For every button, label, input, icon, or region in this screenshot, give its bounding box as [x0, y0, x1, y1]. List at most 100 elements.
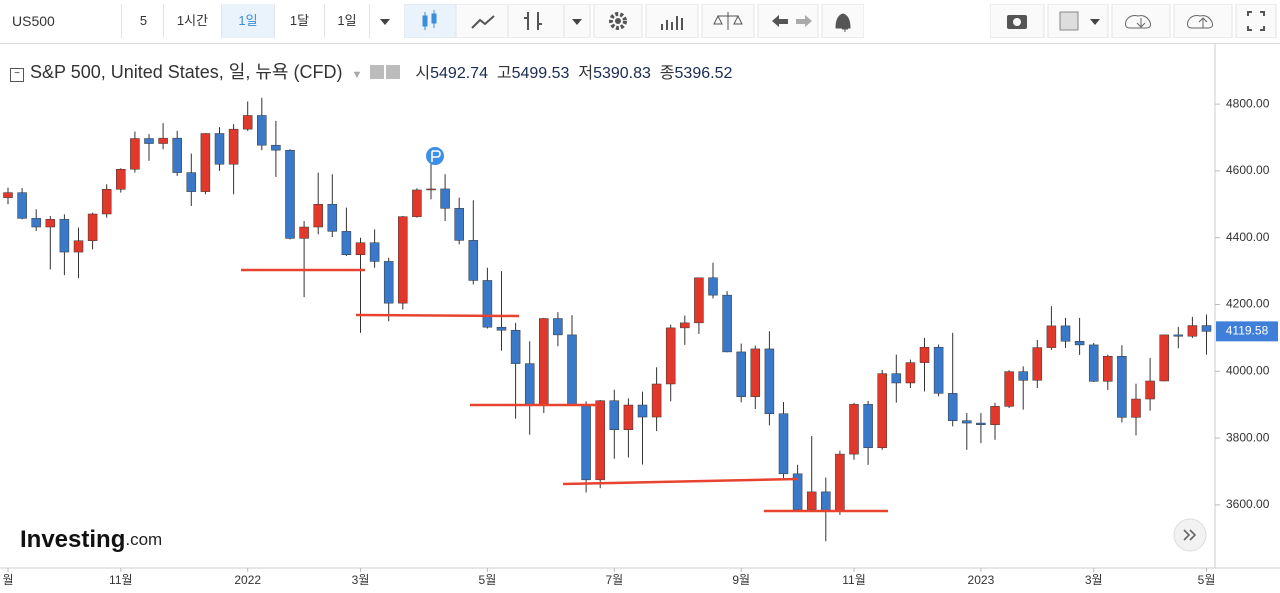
candle-body — [933, 346, 944, 394]
candle-body — [101, 189, 112, 215]
candle-body — [369, 242, 380, 262]
candle-body — [990, 406, 1000, 425]
interval-button[interactable]: 5 — [124, 4, 164, 38]
ohlc-label: 시 — [415, 65, 431, 82]
settings-icon[interactable] — [386, 65, 401, 79]
last-price-label: 4119.58 — [1226, 324, 1269, 338]
candle-body — [172, 137, 182, 173]
ohlc-value: 5499.53 — [511, 65, 570, 82]
candle-body — [623, 404, 634, 430]
candle-body — [877, 373, 887, 449]
y-tick-label: 4800.00 — [1226, 96, 1270, 110]
x-tick-label: 5월 — [479, 573, 497, 587]
watermark-suffix: .com — [125, 530, 162, 549]
candle-body — [426, 188, 436, 191]
x-tick-label: 9월 — [732, 573, 750, 587]
chart-header: − S&P 500, United States, 일, 뉴욕 (CFD) ▼ 시… — [10, 58, 732, 84]
candle-body — [355, 242, 366, 255]
candle-body — [341, 231, 352, 255]
collapse-toggle[interactable]: − — [10, 68, 24, 82]
candle-body — [821, 491, 831, 511]
candle-body — [299, 226, 309, 239]
interval-button[interactable]: 1시간 — [164, 4, 222, 38]
x-tick-label: 3월 — [352, 573, 370, 587]
candle-body — [510, 329, 521, 364]
ohlc-value: 5492.74 — [430, 65, 488, 82]
candle-body — [849, 404, 859, 455]
candle-body — [539, 318, 549, 405]
candle-body — [1088, 344, 1099, 382]
candle-body — [778, 413, 789, 475]
candle-body — [158, 137, 168, 144]
y-tick-label: 3800.00 — [1226, 430, 1270, 444]
x-tick-label: 7월 — [605, 573, 623, 587]
watermark: Investing.com — [20, 526, 162, 553]
candle-body — [440, 188, 450, 209]
candle-body — [524, 363, 535, 405]
tool-icons[interactable] — [404, 4, 864, 38]
support-line — [355, 313, 520, 318]
candle-body — [835, 453, 845, 511]
candle-body — [1159, 334, 1169, 382]
candle-body — [567, 334, 577, 405]
chart-title: S&P 500, United States, 일, 뉴욕 (CFD) — [30, 62, 343, 82]
symbol-input[interactable]: US500 — [0, 4, 122, 38]
candle-body — [3, 192, 13, 198]
candle-body — [1187, 325, 1198, 337]
ohlc-label: 저 — [578, 65, 594, 82]
x-tick-label: 2022 — [234, 573, 261, 587]
interval-button[interactable]: 1달 — [275, 4, 325, 38]
candle-body — [694, 277, 704, 324]
interval-button[interactable]: 1일 — [325, 4, 370, 38]
x-tick-label: 2023 — [968, 573, 995, 587]
right-tool-icons[interactable] — [990, 4, 1278, 38]
candle-body — [59, 219, 70, 253]
y-tick-label: 4200.00 — [1226, 297, 1270, 311]
ohlc-label: 고 — [496, 65, 512, 82]
candle-body — [1018, 371, 1028, 381]
interval-button[interactable]: 1일 — [222, 4, 275, 38]
y-tick-label: 3600.00 — [1226, 497, 1270, 511]
x-tick-label: 5월 — [1198, 573, 1216, 587]
candle-body — [383, 261, 394, 304]
candle-body — [257, 115, 267, 146]
eye-icon[interactable] — [370, 65, 385, 79]
candle-body — [398, 216, 408, 304]
x-tick-label: 11월 — [842, 573, 866, 587]
x-tick-label: 3월 — [1085, 573, 1103, 587]
candle-body — [1103, 356, 1113, 382]
dropdown[interactable] — [372, 4, 398, 38]
candle-body — [651, 383, 662, 418]
position-marker[interactable] — [426, 147, 444, 165]
candle-body — [637, 404, 648, 418]
chart: Investing.com 3600.00 3800.00 4000.00 4200.… — [0, 44, 1280, 587]
candle-body — [962, 420, 972, 424]
candle-body — [496, 326, 507, 331]
candle-body — [1060, 325, 1071, 342]
candle-body — [792, 473, 803, 510]
candle-body — [595, 400, 605, 481]
candle-body — [186, 172, 197, 192]
support-line — [562, 477, 799, 486]
x-tick-label: 11월 — [109, 573, 133, 587]
title-dropdown[interactable]: ▼ — [351, 69, 363, 81]
ohlc-label: 종 — [659, 65, 675, 82]
ohlc-value: 5396.52 — [674, 65, 733, 82]
scroll-button[interactable] — [1173, 518, 1207, 552]
candle-body — [750, 348, 761, 397]
candle-body — [1201, 325, 1212, 332]
candle-body — [609, 400, 620, 430]
candle-body — [665, 327, 676, 385]
watermark-brand: Investing — [20, 526, 125, 553]
candle-body — [17, 192, 27, 219]
candle-body — [976, 422, 986, 425]
candle-body — [905, 362, 916, 384]
candle-body — [1046, 325, 1057, 348]
candle-body — [144, 138, 154, 144]
candle-body — [919, 346, 930, 363]
candle-body — [722, 294, 732, 353]
candle-body — [412, 189, 422, 217]
y-tick-label: 4600.00 — [1226, 163, 1270, 177]
candle-body — [327, 204, 338, 232]
y-tick-label: 4000.00 — [1226, 363, 1270, 377]
